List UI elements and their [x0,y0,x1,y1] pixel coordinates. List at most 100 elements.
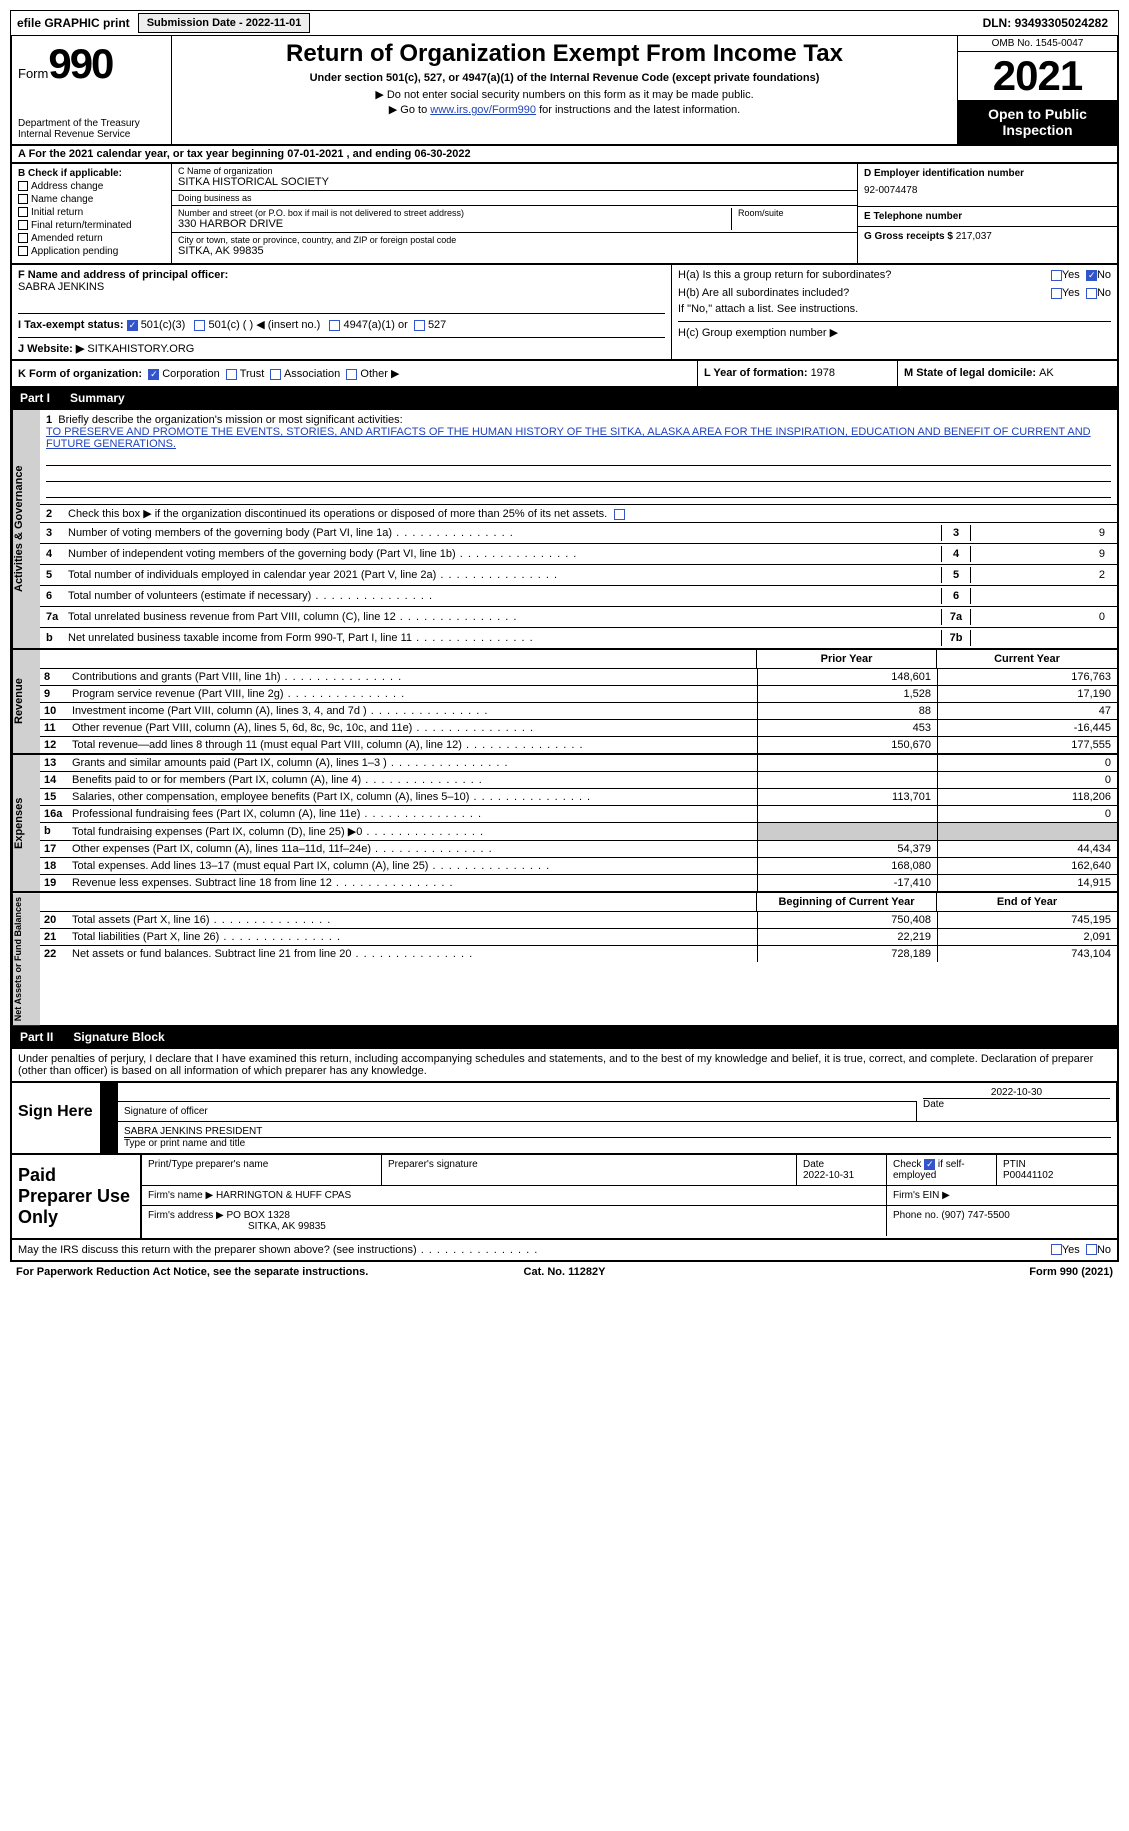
gross-receipts-cell: G Gross receipts $ 217,037 [858,227,1117,246]
org-name-cell: C Name of organization SITKA HISTORICAL … [172,164,857,191]
top-toolbar: efile GRAPHIC print Submission Date - 20… [10,10,1119,36]
tax-exempt-row: I Tax-exempt status: 501(c)(3) 501(c) ( … [18,313,665,331]
sign-arrow-icon [102,1122,118,1153]
hb-no-checkbox[interactable] [1086,288,1097,299]
officer-name: SABRA JENKINS [18,281,665,293]
column-b-item: Address change [18,181,165,192]
financial-row: 21Total liabilities (Part X, line 26)22,… [40,929,1117,946]
column-b-item: Application pending [18,246,165,257]
website-row: J Website: ▶ SITKAHISTORY.ORG [18,337,665,355]
form-number: Form990 [18,40,165,88]
summary-row: 6Total number of volunteers (estimate if… [40,586,1117,607]
ssn-note: ▶ Do not enter social security numbers o… [178,88,951,101]
year-formation: L Year of formation: 1978 [697,361,897,386]
officer-group-block: F Name and address of principal officer:… [10,265,1119,361]
form-header: Form990 Department of the Treasury Inter… [10,36,1119,146]
hc-row: H(c) Group exemption number ▶ [678,321,1111,339]
summary-row: 7aTotal unrelated business revenue from … [40,607,1117,628]
column-b-item: Initial return [18,207,165,218]
efile-label: efile GRAPHIC print [11,16,136,30]
revenue-section: Revenue Prior Year Current Year 8Contrib… [10,650,1119,755]
financial-row: 16aProfessional fundraising fees (Part I… [40,806,1117,823]
financial-row: 22Net assets or fund balances. Subtract … [40,946,1117,962]
financial-row: 18Total expenses. Add lines 13–17 (must … [40,858,1117,875]
telephone-cell: E Telephone number [858,207,1117,227]
financial-row: 11Other revenue (Part VIII, column (A), … [40,720,1117,737]
self-employed-checkbox[interactable] [924,1159,935,1170]
501c3-checkbox[interactable] [127,320,138,331]
declaration-text: Under penalties of perjury, I declare th… [10,1049,1119,1083]
trust-checkbox[interactable] [226,369,237,380]
sign-arrow-icon [102,1083,118,1121]
checkbox[interactable] [18,233,28,243]
sign-here-block: Sign Here Signature of officer 2022-10-3… [10,1083,1119,1155]
hb-yes-checkbox[interactable] [1051,288,1062,299]
entity-info-block: B Check if applicable: Address changeNam… [10,164,1119,265]
financial-row: 20Total assets (Part X, line 16)750,4087… [40,912,1117,929]
discuss-yes-checkbox[interactable] [1051,1244,1062,1255]
form-subtitle: Under section 501(c), 527, or 4947(a)(1)… [178,72,951,84]
summary-row: 5Total number of individuals employed in… [40,565,1117,586]
financial-row: 17Other expenses (Part IX, column (A), l… [40,841,1117,858]
irs-link[interactable]: www.irs.gov/Form990 [430,104,536,116]
financial-row: 9Program service revenue (Part VIII, lin… [40,686,1117,703]
street-cell: Number and street (or P.O. box if mail i… [172,206,857,233]
501c-checkbox[interactable] [194,320,205,331]
officer-label: F Name and address of principal officer: [18,269,665,281]
financial-row: 14Benefits paid to or for members (Part … [40,772,1117,789]
irs-label: Internal Revenue Service [18,129,165,140]
calendar-year-row: A For the 2021 calendar year, or tax yea… [10,146,1119,164]
financial-row: 13Grants and similar amounts paid (Part … [40,755,1117,772]
part2-header: Part II Signature Block [10,1027,1119,1049]
527-checkbox[interactable] [414,320,425,331]
checkbox[interactable] [18,181,28,191]
net-assets-section: Net Assets or Fund Balances Beginning of… [10,893,1119,1027]
financial-row: 10Investment income (Part VIII, column (… [40,703,1117,720]
column-b-checkboxes: B Check if applicable: Address changeNam… [12,164,172,263]
4947-checkbox[interactable] [329,320,340,331]
column-b-item: Amended return [18,233,165,244]
activities-governance-section: Activities & Governance 1 Briefly descri… [10,410,1119,650]
mission-block: 1 Briefly describe the organization's mi… [40,410,1117,504]
state-domicile: M State of legal domicile: AK [897,361,1117,386]
checkbox[interactable] [18,194,28,204]
checkbox[interactable] [18,246,28,256]
financial-row: 19Revenue less expenses. Subtract line 1… [40,875,1117,891]
ha-no-checkbox[interactable] [1086,270,1097,281]
ha-row: H(a) Is this a group return for subordin… [678,269,1111,281]
financial-row: bTotal fundraising expenses (Part IX, co… [40,823,1117,841]
column-b-item: Final return/terminated [18,220,165,231]
checkbox[interactable] [18,207,28,217]
ha-yes-checkbox[interactable] [1051,270,1062,281]
checkbox[interactable] [18,220,28,230]
line2-checkbox[interactable] [614,509,625,520]
paid-preparer-block: Paid Preparer Use Only Print/Type prepar… [10,1155,1119,1240]
tax-year: 2021 [958,52,1117,100]
other-checkbox[interactable] [346,369,357,380]
column-b-item: Name change [18,194,165,205]
may-irs-discuss-row: May the IRS discuss this return with the… [10,1240,1119,1262]
form-of-org-row: K Form of organization: Corporation Trus… [10,361,1119,388]
submission-date-button[interactable]: Submission Date - 2022-11-01 [138,13,311,33]
expenses-section: Expenses 13Grants and similar amounts pa… [10,755,1119,893]
omb-number: OMB No. 1545-0047 [958,36,1117,52]
city-cell: City or town, state or province, country… [172,233,857,259]
open-to-public: Open to Public Inspection [958,100,1117,144]
financial-row: 15Salaries, other compensation, employee… [40,789,1117,806]
part1-header: Part I Summary [10,388,1119,410]
form-title: Return of Organization Exempt From Incom… [178,40,951,68]
assoc-checkbox[interactable] [270,369,281,380]
dln-field: DLN: 93493305024282 [983,16,1118,30]
summary-row: 3Number of voting members of the governi… [40,523,1117,544]
hb-row: H(b) Are all subordinates included? Yes … [678,287,1111,299]
hb-note: If "No," attach a list. See instructions… [678,303,1111,315]
financial-row: 8Contributions and grants (Part VIII, li… [40,669,1117,686]
corp-checkbox[interactable] [148,369,159,380]
treasury-dept: Department of the Treasury [18,118,165,129]
goto-note: ▶ Go to www.irs.gov/Form990 for instruct… [178,103,951,116]
discuss-no-checkbox[interactable] [1086,1244,1097,1255]
dba-cell: Doing business as [172,191,857,206]
ein-cell: D Employer identification number 92-0074… [858,164,1117,207]
page-footer: For Paperwork Reduction Act Notice, see … [10,1262,1119,1282]
summary-row: 4Number of independent voting members of… [40,544,1117,565]
